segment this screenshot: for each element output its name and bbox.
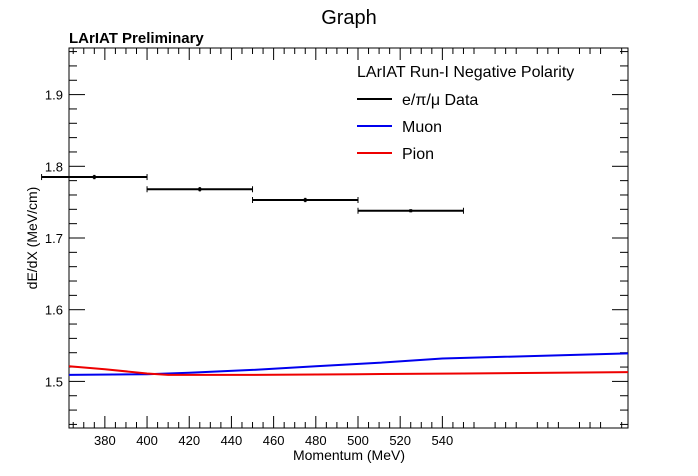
chart-title: Graph (321, 7, 377, 29)
data-marker (303, 198, 307, 202)
y-tick-label: 1.7 (45, 231, 63, 246)
x-tick-label: 440 (221, 433, 243, 448)
series-layer (41, 174, 629, 376)
plot-frame (68, 47, 629, 429)
annotation-label: LArIAT Preliminary (69, 30, 204, 47)
x-tick-label: 460 (263, 433, 285, 448)
data-marker (198, 187, 202, 191)
x-tick-label: 500 (347, 433, 369, 448)
x-tick-label: 520 (389, 433, 411, 448)
legend-label-pion: Pion (402, 146, 434, 163)
x-tick-label: 380 (94, 433, 116, 448)
x-tick-label: 480 (305, 433, 327, 448)
muon-curve (68, 352, 629, 376)
legend-title: LArIAT Run-I Negative Polarity (357, 64, 574, 81)
data-point (252, 197, 359, 203)
data-point (146, 186, 254, 193)
data-marker (409, 209, 413, 213)
data-marker (92, 175, 96, 179)
y-tick-label: 1.5 (45, 374, 63, 389)
data-point (357, 207, 464, 214)
y-tick-label: 1.6 (45, 303, 63, 318)
data-point (41, 174, 148, 181)
y-axis-label: dE/dX (MeV/cm) (24, 187, 40, 290)
legend: LArIAT Run-I Negative Polarity e/π/μ Dat… (357, 64, 574, 163)
legend-label-muon: Muon (402, 119, 442, 136)
x-tick-label: 420 (178, 433, 200, 448)
x-tick-label: 400 (136, 433, 158, 448)
legend-label-data: e/π/μ Data (402, 92, 478, 109)
pion-curve (68, 365, 629, 376)
x-axis-label: Momentum (MeV) (293, 447, 405, 463)
axis-ticks (69, 48, 628, 428)
x-tick-label: 540 (432, 433, 454, 448)
axis-tick-labels: 380 400 420 440 460 480 500 520 540 1.5 1.6 1.7 1.8 1… (45, 88, 453, 448)
y-tick-label: 1.9 (45, 88, 63, 103)
y-tick-label: 1.8 (45, 159, 63, 174)
